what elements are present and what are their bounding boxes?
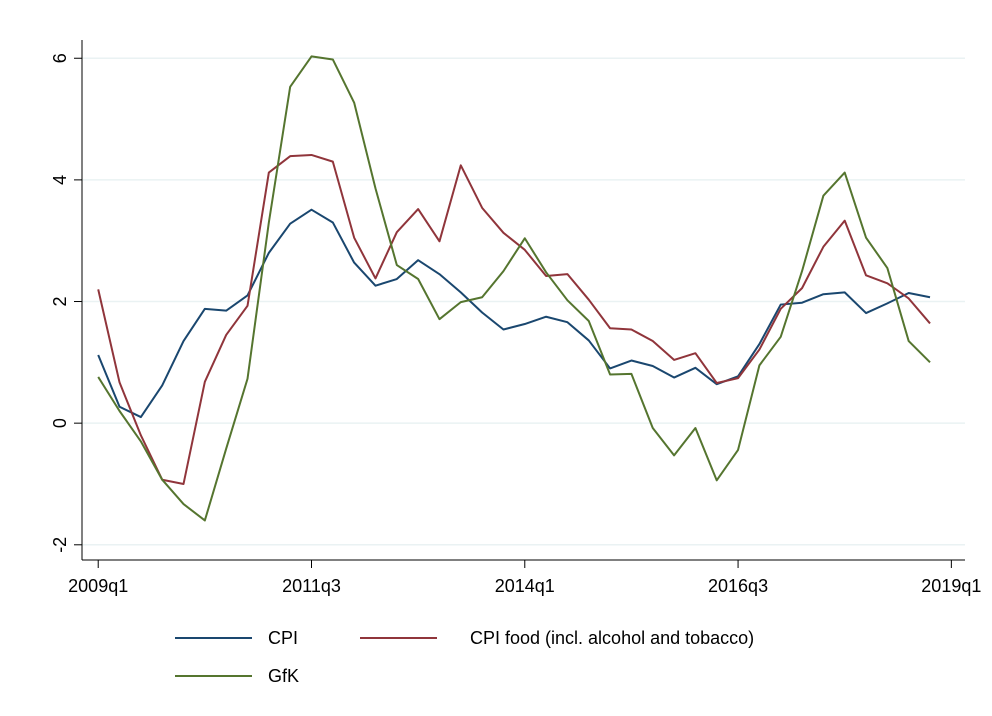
- y-tick-label: 6: [50, 53, 70, 63]
- y-tick-label: 0: [50, 418, 70, 428]
- legend-label: CPI: [268, 628, 298, 648]
- x-tick-label: 2016q3: [708, 576, 768, 596]
- legend-label: CPI food (incl. alcohol and tobacco): [470, 628, 754, 648]
- x-tick-label: 2019q1: [921, 576, 981, 596]
- x-tick-label: 2014q1: [495, 576, 555, 596]
- y-tick-label: -2: [50, 537, 70, 553]
- y-tick-label: 4: [50, 175, 70, 185]
- y-tick-label: 2: [50, 297, 70, 307]
- series-line: [97, 55, 931, 522]
- x-tick-label: 2009q1: [68, 576, 128, 596]
- series-line: [97, 153, 931, 485]
- legend-label: GfK: [268, 666, 299, 686]
- x-tick-label: 2011q3: [282, 576, 341, 596]
